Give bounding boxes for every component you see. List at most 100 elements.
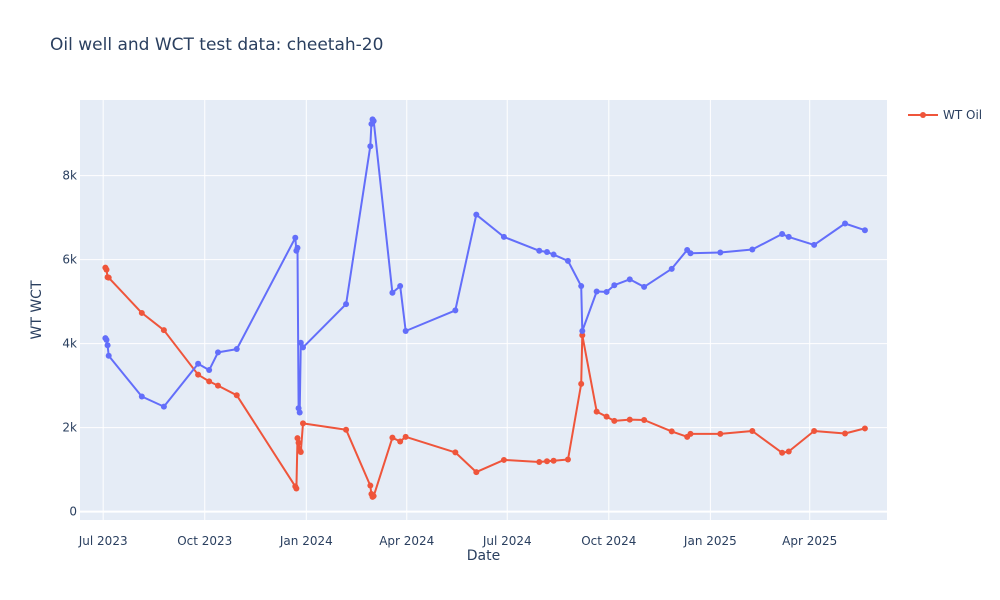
series-0-point-31 [564,456,571,463]
series-0 [102,264,868,500]
series-1-point-9 [233,346,240,353]
series-0-point-33 [579,332,586,339]
series-0-point-41 [687,430,694,437]
series-1-point-35 [603,288,610,295]
series-0-point-16 [300,420,307,427]
grid [80,100,887,520]
series-1-point-23 [397,283,404,290]
series-0-point-35 [603,413,610,420]
series-1-point-6 [195,360,202,367]
series-1 [102,116,868,416]
series-1-point-22 [389,289,396,296]
series-1-point-1 [103,336,110,343]
series-1-point-42 [717,249,724,256]
series-0-point-38 [641,417,648,424]
series-1-point-39 [668,265,675,272]
series-0-point-39 [668,428,675,435]
series-0-point-23 [397,438,404,445]
series-1-point-3 [105,352,112,359]
series-0-point-29 [543,458,550,465]
x-axis-title: Date [467,548,500,564]
series-1-point-21 [370,118,377,124]
series-0-point-21 [370,493,377,500]
x-tick-label-4: Jul 2024 [482,534,532,548]
series-1-point-44 [779,230,786,237]
series-1-point-34 [593,288,600,295]
series-1-point-10 [292,234,299,241]
series-1-point-46 [811,241,818,248]
x-tick-label-3: Apr 2024 [379,534,434,548]
series-0-point-22 [389,434,396,441]
series-1-point-8 [214,349,221,356]
x-tick-label-2: Jan 2024 [279,534,333,548]
series-0-point-36 [611,417,618,424]
series-0-point-47 [842,430,849,437]
y-tick-label-0: 0 [69,505,77,519]
series-0-point-44 [779,449,786,456]
series-0-point-26 [473,469,480,476]
series-0-point-1 [103,266,110,273]
series-0-point-25 [452,449,459,456]
series-1-point-45 [785,233,792,240]
series-0-point-13 [295,439,302,446]
y-tick-label-4: 8k [62,169,77,183]
series-0-point-32 [578,380,585,387]
series-1-point-2 [104,342,111,349]
series-1-point-41 [687,250,694,257]
series-1-point-18 [367,143,374,150]
series-0-point-48 [861,425,868,432]
series-0-point-30 [550,457,557,464]
x-tick-label-5: Oct 2024 [581,534,636,548]
series-0-point-11 [293,485,300,492]
y-tick-label-2: 4k [62,337,77,351]
x-tick-label-7: Apr 2025 [782,534,837,548]
series-0-point-18 [367,482,374,489]
series-0-point-27 [500,456,507,463]
series-1-point-12 [294,244,301,251]
series-1-point-33 [579,328,586,334]
series-1-point-32 [578,283,585,290]
series-0-point-28 [536,459,543,466]
series-1-point-27 [500,233,507,240]
series-0-point-42 [717,430,724,437]
series-1-point-5 [160,403,167,410]
legend-swatch-marker [920,112,926,118]
series-1-point-36 [611,282,618,289]
series-0-point-7 [206,378,213,385]
series-0-point-12 [294,435,301,442]
series-1-point-43 [749,246,756,253]
series-1-point-25 [452,307,459,314]
x-tick-label-6: Jan 2025 [683,534,737,548]
series-1-point-24 [402,328,409,334]
series-1-point-47 [842,220,849,227]
y-axis-title: WT WCT [29,280,45,339]
series-0-point-45 [785,448,792,455]
series-1-point-17 [343,301,350,308]
series-0-point-46 [811,427,818,434]
series-0-point-8 [214,382,221,389]
series-0-point-4 [138,309,145,316]
series-1-point-28 [536,247,543,254]
legend: WT Oil [908,108,982,122]
series-1-point-37 [626,276,633,283]
series-1-point-38 [641,283,648,290]
series-layer [102,116,868,500]
series-0-point-43 [749,427,756,434]
x-tick-label-1: Oct 2023 [177,534,232,548]
y-tick-label-1: 2k [62,421,77,435]
series-1-point-14 [296,409,303,416]
chart-title: Oil well and WCT test data: cheetah-20 [50,35,383,55]
legend-item-0[interactable]: WT Oil [908,108,982,122]
x-tick-label-0: Jul 2023 [78,534,128,548]
legend-label: WT Oil [943,108,982,122]
y-tick-label-3: 6k [62,253,77,267]
series-1-point-30 [550,251,557,258]
series-1-point-29 [543,249,550,256]
series-1-point-16 [300,344,307,351]
series-0-point-15 [297,448,304,455]
plot-area [80,100,887,520]
series-0-point-6 [195,371,202,378]
series-1-point-4 [138,393,145,400]
series-1-point-31 [564,257,571,264]
